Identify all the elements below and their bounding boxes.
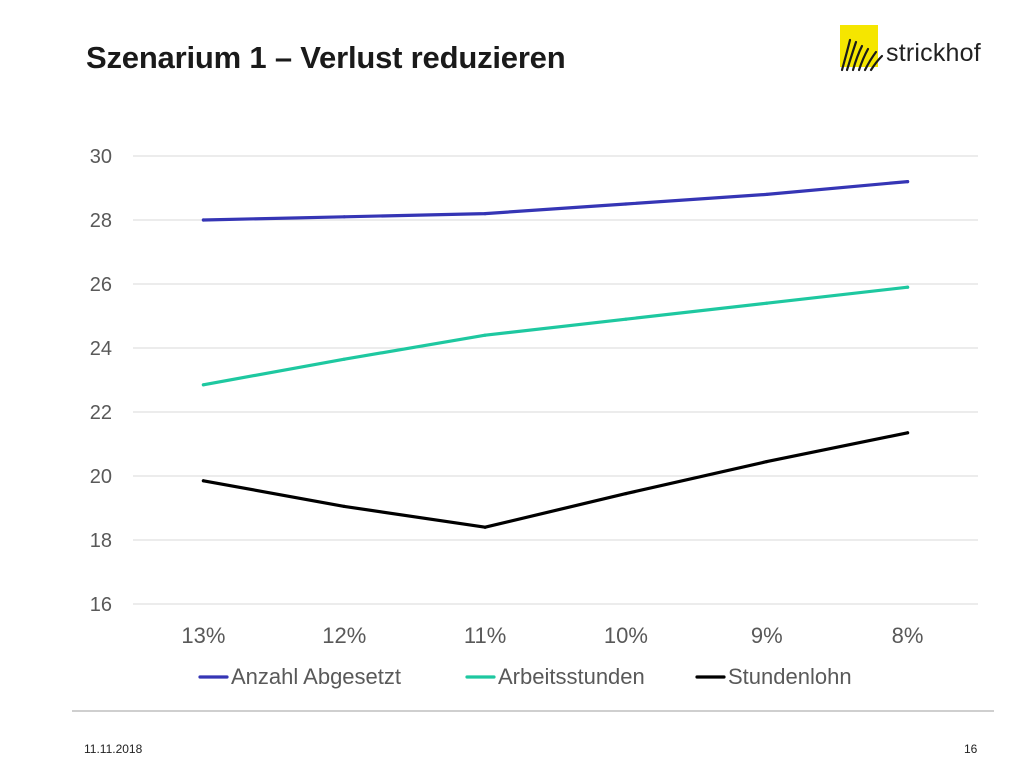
data-point — [624, 317, 628, 321]
legend-label: Stundenlohn — [728, 664, 852, 689]
data-point — [201, 218, 206, 222]
footer-date: 11.11.2018 — [84, 742, 143, 756]
logo-text: strickhof — [886, 39, 981, 67]
y-tick-label: 24 — [90, 338, 112, 360]
y-tick-label: 28 — [90, 210, 112, 232]
y-tick-label: 16 — [90, 594, 112, 616]
x-tick-label: 13% — [181, 623, 225, 648]
x-tick-label: 9% — [751, 623, 783, 648]
data-point — [483, 212, 487, 216]
data-point — [342, 504, 346, 508]
data-point — [201, 383, 206, 387]
y-tick-label: 30 — [90, 146, 112, 168]
data-point — [342, 357, 346, 361]
series-line-3 — [201, 431, 910, 529]
data-point — [624, 202, 628, 206]
logo-grass-icon — [840, 38, 884, 72]
footer-divider — [72, 710, 994, 712]
x-tick-label: 12% — [322, 623, 366, 648]
series-lines — [201, 180, 910, 529]
data-point — [765, 301, 769, 305]
page-number: 16 — [964, 742, 978, 756]
y-tick-label: 20 — [90, 466, 112, 488]
x-tick-label: 11% — [464, 623, 506, 648]
data-point — [765, 460, 769, 464]
x-tick-label: 10% — [604, 623, 648, 648]
x-axis-ticks: 13% 12% 11% 10% 9% 8% — [181, 623, 923, 648]
y-tick-label: 22 — [90, 402, 112, 424]
strickhof-logo: strickhof — [838, 22, 998, 74]
data-point — [483, 525, 487, 529]
data-point — [483, 333, 487, 337]
data-point — [905, 431, 910, 435]
data-point — [905, 285, 910, 289]
data-point — [624, 492, 628, 496]
line-chart: 16 18 20 22 24 26 28 30 13% 12% 11% 10% 9% 8% Anzahl… — [90, 146, 978, 689]
data-point — [342, 215, 346, 219]
x-tick-label: 8% — [892, 623, 924, 648]
series-line-2 — [201, 285, 910, 387]
data-point — [905, 180, 910, 184]
grid-lines — [133, 155, 978, 605]
data-point — [765, 192, 769, 196]
y-tick-label: 18 — [90, 530, 112, 552]
y-axis-ticks: 16 18 20 22 24 26 28 30 — [90, 146, 112, 616]
series-line-1 — [201, 180, 910, 222]
data-point — [201, 479, 206, 483]
slide-title: Szenarium 1 – Verlust reduzieren — [86, 40, 566, 75]
y-tick-label: 26 — [90, 274, 112, 296]
legend-label: Arbeitsstunden — [498, 664, 645, 689]
legend: Anzahl Abgesetzt Arbeitsstunden Stundenloh… — [198, 664, 852, 689]
legend-label: Anzahl Abgesetzt — [231, 664, 401, 689]
